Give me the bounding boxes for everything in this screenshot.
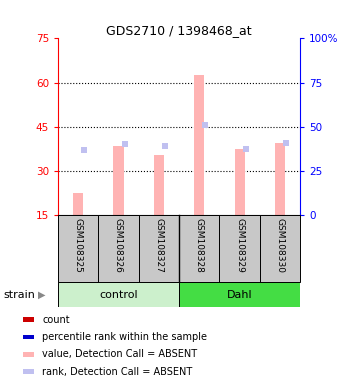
Bar	[58, 282, 179, 307]
Text: control: control	[99, 290, 138, 300]
Text: GSM108325: GSM108325	[74, 218, 83, 273]
Bar	[179, 282, 300, 307]
Text: strain: strain	[3, 290, 35, 300]
Text: GSM108330: GSM108330	[276, 218, 284, 273]
Text: GSM108326: GSM108326	[114, 218, 123, 273]
Bar	[114, 146, 123, 215]
Text: rank, Detection Call = ABSENT: rank, Detection Call = ABSENT	[42, 366, 192, 377]
Bar	[98, 215, 139, 282]
Text: percentile rank within the sample: percentile rank within the sample	[42, 332, 207, 342]
Bar	[260, 215, 300, 282]
Bar	[58, 215, 98, 282]
Text: GSM108329: GSM108329	[235, 218, 244, 273]
Text: GSM108327: GSM108327	[154, 218, 163, 273]
Bar	[219, 215, 260, 282]
Title: GDS2710 / 1398468_at: GDS2710 / 1398468_at	[106, 24, 252, 37]
Bar	[23, 369, 34, 374]
Bar	[23, 352, 34, 357]
Bar	[235, 149, 244, 215]
Text: value, Detection Call = ABSENT: value, Detection Call = ABSENT	[42, 349, 197, 359]
Bar	[179, 215, 219, 282]
Bar	[154, 155, 164, 215]
Text: ▶: ▶	[38, 290, 45, 300]
Bar	[23, 334, 34, 339]
Bar	[139, 215, 179, 282]
Text: count: count	[42, 314, 70, 325]
Bar	[194, 75, 204, 215]
Text: GSM108328: GSM108328	[195, 218, 204, 273]
Bar	[275, 143, 285, 215]
Bar	[73, 193, 83, 215]
Bar	[23, 317, 34, 322]
Text: Dahl: Dahl	[227, 290, 252, 300]
